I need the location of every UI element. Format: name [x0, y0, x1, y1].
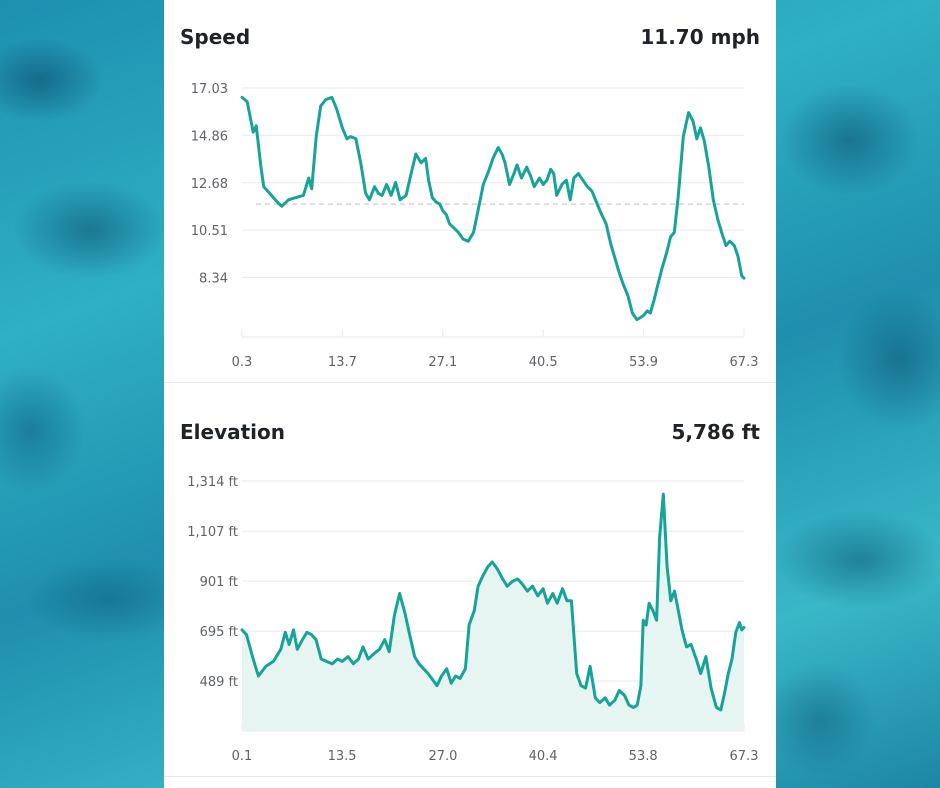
elevation-x-tick-label: 67.3 — [730, 749, 759, 764]
speed-x-tick-label: 13.7 — [328, 355, 357, 370]
speed-x-tick-label: 27.1 — [428, 355, 457, 370]
bottom-divider — [164, 776, 776, 777]
elevation-area-fill — [242, 494, 744, 731]
speed-x-tick-label: 53.9 — [629, 355, 658, 370]
speed-series-line — [240, 95, 746, 322]
speed-x-tick-label: 0.3 — [232, 355, 253, 370]
speed-y-tick-label: 8.34 — [199, 271, 228, 286]
elevation-series-line — [240, 492, 746, 712]
speed-y-tick-label: 14.86 — [191, 129, 228, 144]
speed-summary-value: 11.70 mph — [640, 25, 760, 49]
speed-chart-title: Speed — [180, 25, 251, 49]
elevation-y-tick-label: 489 ft — [200, 675, 238, 690]
speed-chart: 17.03 14.86 12.68 10.51 8.34 0.3 13.7 27.1 40.5 5… — [191, 82, 759, 370]
elevation-x-tick-label: 53.8 — [629, 749, 658, 764]
speed-x-tick-label: 67.3 — [730, 355, 759, 370]
elevation-x-tick-label: 0.1 — [232, 749, 253, 764]
elevation-y-tick-label: 901 ft — [200, 575, 238, 590]
elevation-chart: 1,314 ft 1,107 ft 901 ft 695 ft 489 ft 0.1 13.… — [187, 475, 758, 764]
speed-y-tick-label: 12.68 — [191, 177, 228, 192]
elevation-y-tick-label: 1,107 ft — [187, 525, 238, 540]
chart-divider — [164, 382, 776, 383]
speed-y-tick-label: 10.51 — [191, 224, 228, 239]
speed-x-tick-label: 40.5 — [529, 355, 558, 370]
speed-y-tick-label: 17.03 — [191, 82, 228, 97]
elevation-summary-value: 5,786 ft — [671, 420, 761, 444]
elevation-y-tick-label: 1,314 ft — [187, 475, 238, 490]
elevation-x-tick-label: 27.0 — [428, 749, 457, 764]
elevation-x-tick-label: 40.4 — [529, 749, 558, 764]
elevation-chart-title: Elevation — [180, 420, 286, 444]
elevation-x-tick-label: 13.5 — [328, 749, 357, 764]
elevation-y-tick-label: 695 ft — [200, 625, 238, 640]
